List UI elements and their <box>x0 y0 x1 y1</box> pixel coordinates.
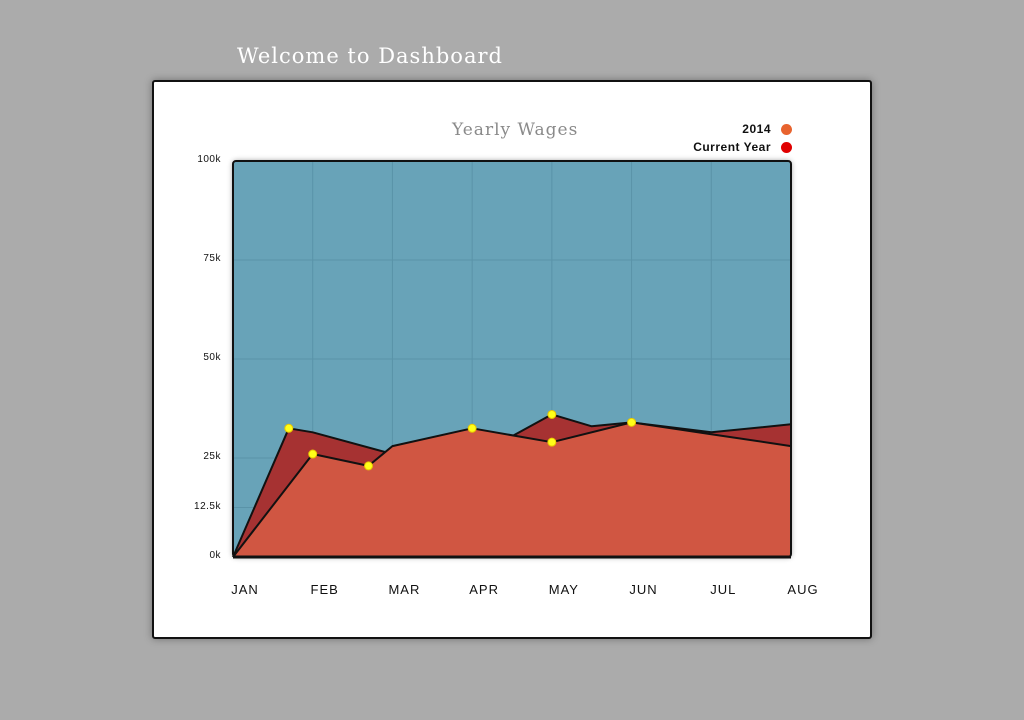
x-tick-label: JAN <box>231 582 259 597</box>
chart-title: Yearly Wages <box>452 120 579 140</box>
y-tick-label: 75k <box>203 253 221 264</box>
x-tick-label: AUG <box>787 582 819 597</box>
x-tick-label: JUL <box>710 582 737 597</box>
data-point-marker <box>364 461 374 471</box>
data-point-marker <box>627 417 637 427</box>
x-tick-label: APR <box>469 582 499 597</box>
legend-item-2014[interactable]: 2014 <box>693 120 792 138</box>
x-tick-label: JUN <box>629 582 658 597</box>
x-tick-label: MAY <box>548 582 579 597</box>
legend-label: Current Year <box>693 140 771 154</box>
page-heading: Welcome to Dashboard <box>237 44 503 68</box>
chart-legend: 2014 Current Year <box>693 120 792 156</box>
data-point-marker <box>467 423 477 433</box>
legend-swatch <box>781 123 792 135</box>
data-point-marker <box>308 449 318 459</box>
x-tick-label: FEB <box>310 582 339 597</box>
y-tick-label: 0k <box>209 550 221 561</box>
y-tick-label: 12.5k <box>194 500 221 512</box>
data-point-marker <box>547 409 557 419</box>
legend-item-current-year[interactable]: Current Year <box>693 138 792 156</box>
area-series-2014 <box>233 422 791 557</box>
y-tick-label: 100k <box>197 154 221 165</box>
data-point-marker <box>284 423 294 433</box>
legend-swatch <box>781 141 792 153</box>
legend-label: 2014 <box>742 122 771 136</box>
data-point-marker <box>547 437 557 447</box>
x-tick-label: MAR <box>388 582 421 597</box>
y-tick-label: 25k <box>203 451 221 462</box>
y-tick-label: 50k <box>203 352 221 363</box>
